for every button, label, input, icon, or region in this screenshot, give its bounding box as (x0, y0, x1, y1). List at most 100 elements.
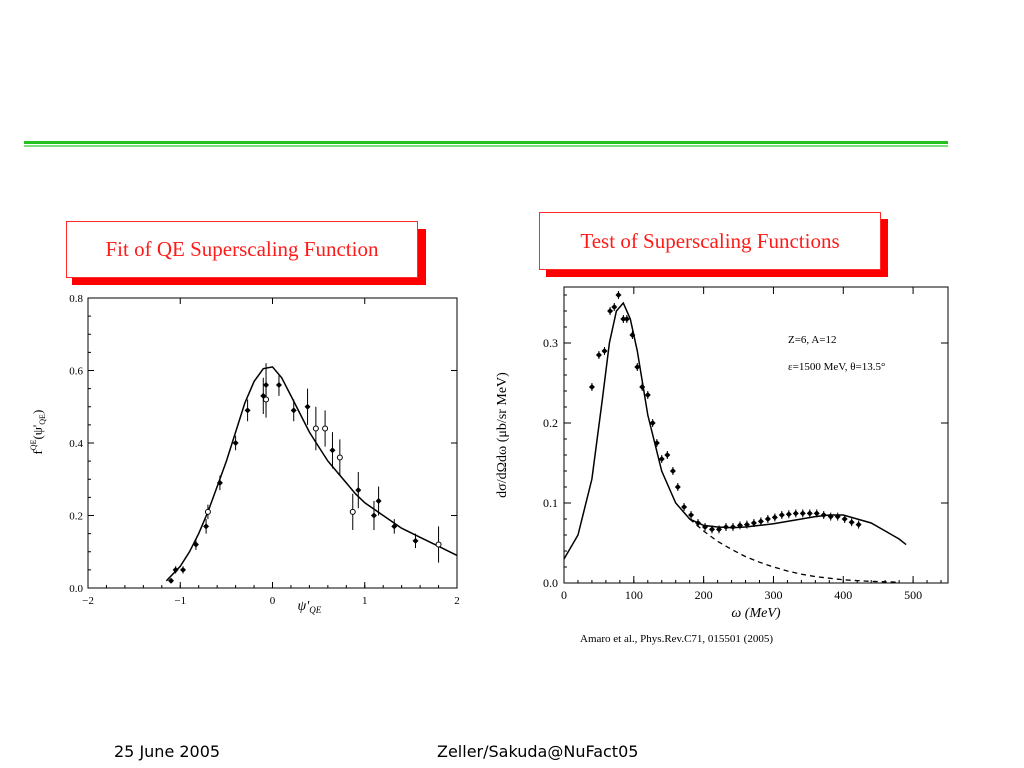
footer-date: 25 June 2005 (114, 742, 221, 761)
right-ytick-label: 0.1 (543, 496, 558, 510)
right-data-point (607, 308, 614, 314)
right-dashed-curve (689, 518, 900, 583)
right-plot-frame (563, 286, 949, 584)
right-data-point (702, 524, 709, 530)
right-data-point (611, 304, 618, 310)
left-ylabel: fQE(ψ'QE) (29, 410, 47, 455)
right-data-point (644, 392, 651, 398)
left-xtick-label: 0 (270, 595, 276, 607)
left-ytick-label: 0.2 (69, 511, 83, 523)
right-data-point (629, 332, 636, 338)
footer-author: Zeller/Sakuda@NuFact05 (437, 742, 639, 761)
right-annotation-kinematics: ε=1500 MeV, θ=13.5° (788, 361, 885, 373)
right-data-point (653, 440, 660, 446)
left-data-point-filled (370, 512, 377, 519)
right-chart: 0 100 200 300 400 500 0.0 0.1 0.2 0.3 ω (MeV) dσ/d… (495, 286, 949, 621)
right-data-point (806, 510, 813, 517)
right-xtick-label: 500 (904, 588, 922, 602)
right-data-point (658, 456, 665, 462)
right-solid-curve (563, 301, 907, 560)
left-data-point-filled (203, 523, 210, 530)
left-xlabel: ψ'QE (298, 599, 322, 615)
right-data-point (820, 512, 827, 518)
right-data-point (634, 364, 641, 370)
right-data-point (595, 352, 602, 358)
right-data-point (601, 348, 608, 354)
left-data-point-filled (412, 537, 419, 544)
right-data-point (834, 513, 841, 520)
left-data-point-filled (355, 487, 362, 494)
left-data-point-open (336, 454, 343, 461)
right-data-point (813, 510, 820, 517)
left-data-point-open (322, 425, 329, 432)
left-xtick-label: −1 (174, 595, 186, 607)
left-data-point-filled (244, 407, 251, 414)
left-xtick-label: −2 (82, 595, 94, 607)
right-data-point (623, 316, 630, 322)
right-ytick-label: 0.2 (543, 416, 558, 430)
right-data-point (729, 524, 736, 530)
accent-line (24, 141, 948, 144)
right-data-point (792, 510, 799, 517)
left-data-point-filled (232, 440, 239, 446)
left-data-point-filled (180, 566, 187, 573)
left-data-point-filled (216, 479, 223, 486)
left-ytick-label: 0.4 (69, 438, 83, 450)
right-xtick-label: 0 (561, 588, 567, 602)
right-data-point (841, 516, 848, 522)
right-data-point (778, 512, 785, 518)
right-data-point (764, 516, 771, 522)
right-annotation-nucleus: Z=6, A=12 (788, 334, 836, 346)
left-data-point-filled (192, 541, 199, 548)
right-data-point (620, 316, 627, 322)
right-ytick-label: 0.0 (543, 576, 558, 590)
left-chart-title: Fit of QE Superscaling Function (66, 221, 418, 278)
left-data-point-open (349, 508, 356, 515)
right-data-point (722, 524, 729, 530)
right-xlabel: ω (MeV) (731, 606, 780, 621)
left-xtick-label: 1 (362, 595, 368, 607)
right-data-point (827, 513, 834, 520)
right-chart-title: Test of Superscaling Functions (539, 212, 881, 270)
right-data-point (757, 518, 764, 525)
left-data-point-filled (275, 382, 282, 388)
citation: Amaro et al., Phys.Rev.C71, 015501 (2005… (580, 633, 773, 645)
left-data-point-open (435, 541, 442, 548)
left-data-point-filled (304, 403, 311, 410)
right-data-point (695, 520, 702, 526)
right-xtick-label: 100 (625, 588, 643, 602)
right-data-point (615, 292, 622, 298)
right-data-point (681, 504, 688, 510)
right-xtick-label: 400 (834, 588, 852, 602)
right-data-point (588, 384, 595, 390)
left-data-point-filled (391, 523, 398, 530)
left-data-point-filled (172, 566, 179, 573)
left-ytick-label: 0.6 (69, 366, 83, 378)
right-data-point (664, 452, 671, 458)
right-data-point (750, 520, 757, 526)
right-data-point (799, 510, 806, 517)
left-ytick-label: 0.8 (69, 293, 83, 305)
right-data-point (674, 484, 681, 490)
left-data-point-filled (329, 447, 336, 454)
right-data-point (709, 526, 716, 533)
left-fit-curve (165, 366, 458, 582)
left-plot-frame (87, 297, 458, 589)
left-ytick-label: 0.0 (69, 583, 83, 595)
right-ytick-label: 0.3 (543, 336, 558, 350)
right-ylabel: dσ/dΩdω (μb/sr MeV) (495, 372, 510, 498)
left-xtick-label: 2 (454, 595, 460, 607)
left-data-point-open (263, 396, 270, 403)
left-data-point-filled (290, 407, 297, 414)
left-chart: −2 −1 0 1 2 0.0 0.2 0.4 0.6 0.8 ψ'QE fQE(ψ'QE) (29, 293, 460, 615)
right-xtick-label: 200 (695, 588, 713, 602)
right-data-point (715, 526, 722, 533)
left-data-point-open (204, 508, 211, 515)
right-data-point (736, 522, 743, 529)
right-data-point (639, 384, 646, 390)
right-data-point (743, 521, 750, 528)
right-data-point (848, 519, 855, 526)
left-data-point-filled (168, 577, 175, 584)
right-data-point (669, 468, 676, 474)
right-data-point (688, 512, 695, 518)
